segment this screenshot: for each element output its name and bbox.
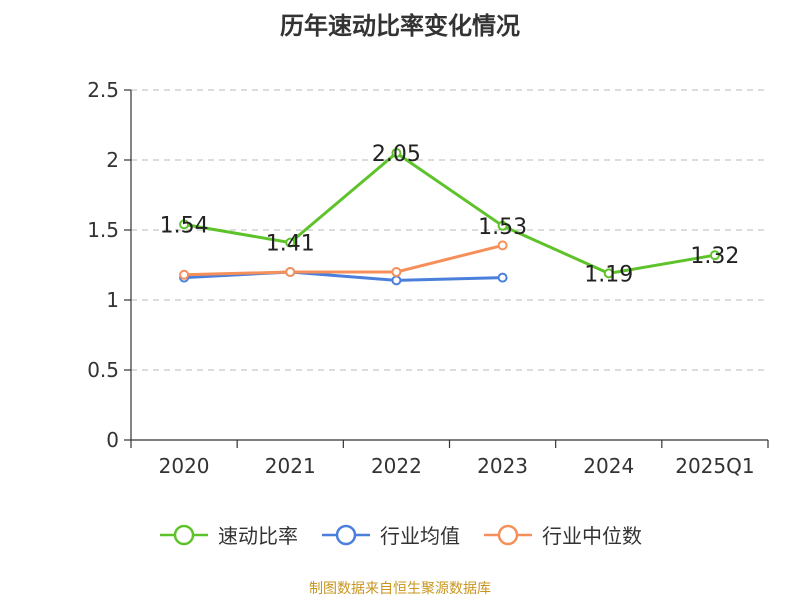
data-point [179, 269, 190, 280]
y-tick-label: 2.5 [87, 78, 119, 102]
legend-item: 速动比率 [158, 520, 298, 549]
x-tick-label: 2022 [371, 454, 422, 478]
data-point [285, 237, 296, 248]
x-tick-label: 2020 [159, 454, 210, 478]
legend-label: 速动比率 [218, 524, 298, 548]
data-point [179, 219, 190, 230]
x-tick-label: 2023 [477, 454, 528, 478]
data-label: 1.54 [160, 213, 209, 238]
data-point [391, 275, 402, 286]
chart-title: 历年速动比率变化情况 [280, 12, 520, 40]
legend-item: 行业均值 [320, 520, 460, 549]
legend-marker-icon [160, 524, 208, 545]
y-tick-label: 0 [106, 428, 119, 452]
grid-lines [131, 89, 768, 371]
data-point [391, 148, 402, 158]
data-labels: 1.54 1.41 2.05 1.53 1.19 1.32 [160, 142, 740, 287]
data-point [285, 267, 296, 277]
x-tick-label: 2025Q1 [675, 454, 754, 478]
y-tick-label: 0.5 [87, 358, 119, 382]
data-label: 1.19 [584, 262, 633, 287]
x-tick-label: 2024 [583, 454, 634, 478]
data-label: 1.41 [266, 232, 315, 257]
data-point [391, 267, 402, 277]
y-tick-label: 1.5 [87, 218, 119, 242]
data-label: 2.05 [372, 142, 421, 167]
y-tick-label: 1 [106, 288, 119, 312]
legend-marker-icon [484, 524, 532, 545]
legend-label: 行业中位数 [542, 524, 642, 548]
data-point [497, 272, 508, 283]
series-lines [179, 148, 720, 286]
data-label: 1.53 [478, 215, 527, 240]
series-line-0 [183, 151, 716, 275]
legend-item: 行业中位数 [482, 520, 642, 549]
axes: 0 0.5 1 1.5 2 2.5 2020 2021 2022 2023 2024 2025Q1 [87, 78, 769, 478]
data-label: 1.32 [690, 244, 739, 269]
legend: 速动比率 行业均值 行业中位数 [0, 520, 800, 549]
y-tick-label: 2 [106, 148, 119, 172]
source-note: 制图数据来自恒生聚源数据库 [309, 581, 491, 597]
data-point [603, 268, 614, 279]
legend-marker-icon [322, 524, 370, 545]
data-point [497, 240, 508, 251]
legend-label: 行业均值 [380, 524, 460, 548]
data-point [497, 220, 508, 231]
data-point [709, 250, 720, 261]
series-line-2 [184, 243, 503, 277]
x-tick-label: 2021 [265, 454, 316, 478]
